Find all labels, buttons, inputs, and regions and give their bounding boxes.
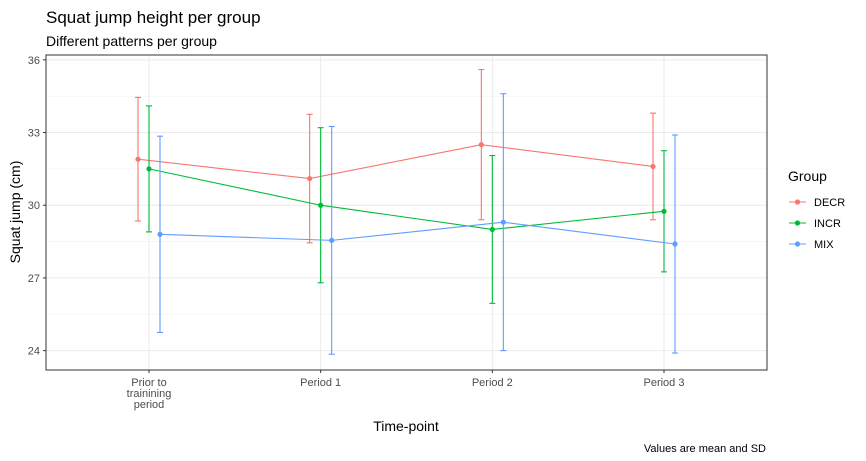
series-line-incr	[148, 168, 665, 231]
data-point-incr	[661, 208, 667, 214]
x-tick-label: Prior to trainining period	[127, 377, 172, 411]
legend-key-point	[794, 199, 801, 205]
x-axis-label: Time-point	[373, 418, 439, 434]
plot-panel	[46, 55, 767, 370]
data-point-decr	[650, 163, 656, 170]
data-point-decr	[135, 156, 141, 162]
x-tick-label: Period 1	[300, 377, 341, 389]
axis-ticks: 24 27 30 33 36 Prior to trainining period Period…	[28, 55, 685, 411]
legend-item-incr: INCR	[789, 218, 841, 230]
y-tick-label: 27	[28, 273, 40, 285]
x-tick-label: Period 2	[472, 377, 513, 389]
series-line-mix	[159, 221, 676, 245]
data-point-mix	[500, 219, 506, 225]
y-tick-label: 30	[28, 200, 40, 212]
data-layer	[135, 68, 678, 355]
chart-subtitle: Different patterns per group	[46, 33, 217, 49]
legend-label: DECR	[814, 197, 845, 209]
data-point-mix	[672, 241, 678, 247]
x-tick-label: Period 3	[644, 377, 685, 389]
legend-key-point	[794, 220, 801, 226]
data-point-incr	[318, 202, 324, 208]
data-point-decr	[478, 142, 484, 148]
y-axis-label: Squat jump (cm)	[7, 161, 23, 264]
y-tick-label: 33	[28, 128, 40, 140]
legend-label: INCR	[814, 218, 841, 230]
series-line-decr	[137, 144, 654, 180]
plot-border	[45, 54, 768, 371]
legend: Group DECR INCR MIX	[788, 168, 845, 251]
legend-label: MIX	[814, 239, 834, 251]
data-point-incr	[489, 226, 495, 233]
legend-item-mix: MIX	[789, 239, 834, 251]
data-point-decr	[307, 175, 313, 182]
y-tick-label: 24	[28, 346, 40, 358]
legend-title: Group	[788, 168, 827, 184]
chart-title: Squat jump height per group	[46, 8, 261, 27]
data-point-mix	[329, 237, 335, 243]
chart-caption: Values are mean and SD	[644, 443, 766, 455]
data-point-mix	[157, 231, 163, 237]
legend-item-decr: DECR	[789, 197, 845, 209]
legend-key-point	[794, 241, 801, 247]
data-point-incr	[146, 166, 152, 172]
y-tick-label: 36	[28, 55, 40, 67]
